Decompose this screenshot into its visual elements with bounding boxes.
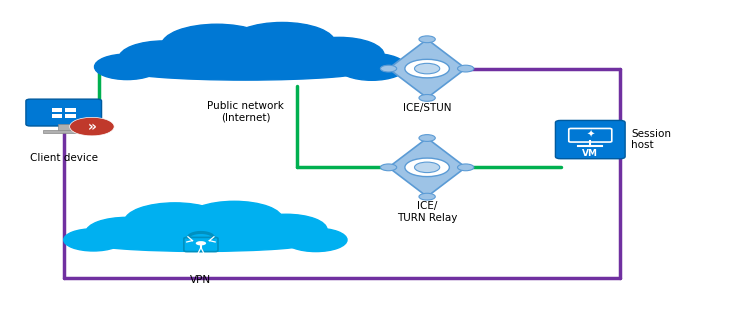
Text: ICE/STUN: ICE/STUN [403, 103, 451, 113]
Bar [52, 108, 62, 113]
Polygon shape [389, 39, 466, 98]
Circle shape [405, 59, 450, 78]
Ellipse shape [64, 229, 123, 251]
Text: Session
host: Session host [631, 129, 671, 150]
Bar [43, 130, 85, 133]
Bar [58, 124, 70, 131]
Circle shape [195, 241, 206, 246]
Ellipse shape [294, 38, 384, 73]
Circle shape [380, 65, 397, 72]
Circle shape [419, 36, 435, 43]
Ellipse shape [186, 201, 282, 237]
Circle shape [415, 63, 440, 74]
Circle shape [419, 95, 435, 101]
Circle shape [415, 162, 440, 173]
Text: ✦: ✦ [586, 130, 594, 140]
Ellipse shape [123, 60, 368, 80]
Text: VM: VM [583, 149, 598, 158]
Bar [65, 114, 76, 118]
Circle shape [458, 164, 474, 171]
Ellipse shape [125, 203, 225, 240]
Circle shape [70, 117, 114, 136]
Ellipse shape [337, 53, 406, 80]
Circle shape [458, 65, 474, 72]
Circle shape [380, 164, 397, 171]
Text: Client device: Client device [30, 153, 98, 163]
Ellipse shape [161, 24, 273, 67]
Text: ICE/
TURN Relay: ICE/ TURN Relay [397, 201, 457, 223]
Ellipse shape [90, 234, 312, 251]
Circle shape [419, 135, 435, 141]
Text: »: » [88, 120, 97, 134]
Ellipse shape [86, 217, 168, 247]
Polygon shape [389, 138, 466, 197]
FancyBboxPatch shape [26, 99, 102, 126]
Ellipse shape [119, 41, 209, 75]
FancyBboxPatch shape [184, 237, 218, 252]
Text: Public network
(Internet): Public network (Internet) [207, 101, 284, 122]
FancyBboxPatch shape [556, 121, 625, 159]
Bar [52, 114, 62, 118]
Text: VPN: VPN [190, 275, 212, 286]
Bar [65, 108, 76, 113]
Circle shape [405, 158, 450, 177]
Ellipse shape [285, 228, 347, 252]
Ellipse shape [245, 214, 327, 245]
Circle shape [419, 193, 435, 200]
Ellipse shape [94, 54, 160, 80]
Ellipse shape [229, 22, 335, 64]
